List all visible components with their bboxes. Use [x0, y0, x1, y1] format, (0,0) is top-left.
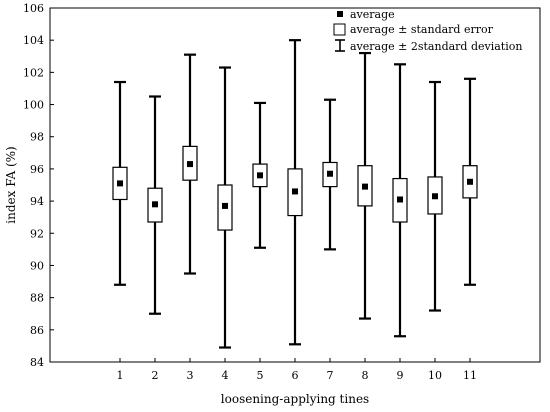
- mean-marker: [327, 170, 333, 177]
- x-tick-label: 4: [222, 369, 229, 382]
- mean-marker: [397, 196, 403, 203]
- y-tick-label: 98: [30, 131, 44, 144]
- box-group-3: [182, 53, 198, 275]
- legend-se-label: average ± standard error: [350, 23, 494, 36]
- legend-sd-label: average ± 2standard deviation: [350, 40, 522, 53]
- x-tick-label: 8: [362, 369, 369, 382]
- x-tick-label: 5: [257, 369, 264, 382]
- x-tick-label: 7: [327, 369, 334, 382]
- x-tick-label: 6: [292, 369, 299, 382]
- box-group-7: [322, 98, 338, 251]
- y-axis: 84 86 88 90 92 94 96 98 100 102 104 106: [23, 2, 54, 369]
- y-tick-label: 86: [30, 324, 44, 337]
- x-tick-label: 1: [117, 369, 124, 382]
- x-axis-label: loosening-applying tines: [221, 392, 369, 406]
- y-tick-label: 92: [30, 227, 44, 240]
- mean-marker: [117, 180, 123, 187]
- x-tick-label: 9: [397, 369, 404, 382]
- x-tick-label: 3: [187, 369, 194, 382]
- box-group-4: [217, 66, 233, 349]
- mean-marker: [187, 161, 193, 168]
- box-series: [112, 39, 478, 349]
- mean-marker: [467, 178, 473, 185]
- y-tick-label: 96: [30, 163, 44, 176]
- x-tick-label: 2: [152, 369, 159, 382]
- legend-mean-label: average: [350, 8, 395, 21]
- mean-marker: [257, 172, 263, 179]
- box-group-1: [112, 80, 128, 286]
- y-tick-label: 102: [23, 66, 44, 79]
- box-group-5: [252, 101, 268, 249]
- x-tick-label: 11: [463, 369, 477, 382]
- x-tick-label: 10: [428, 369, 442, 382]
- box-group-8: [357, 51, 373, 320]
- legend-se-box-marker: [333, 23, 346, 36]
- mean-marker: [362, 183, 368, 190]
- mean-marker: [432, 193, 438, 200]
- y-tick-label: 90: [30, 259, 44, 272]
- box-group-11: [462, 77, 478, 286]
- y-tick-label: 106: [23, 2, 44, 15]
- y-tick-label: 84: [30, 356, 44, 369]
- y-axis-label: index FA (%): [4, 146, 18, 223]
- box-group-9: [392, 63, 408, 338]
- x-axis: 1 2 3 4 5 6 7 8 9 10 11: [117, 358, 477, 382]
- y-tick-label: 88: [30, 292, 44, 305]
- mean-marker: [152, 201, 158, 208]
- legend-mean-marker: [337, 11, 343, 17]
- legend: average average ± standard error average…: [333, 8, 522, 53]
- mean-marker: [292, 188, 298, 195]
- mean-marker: [222, 202, 228, 209]
- y-tick-label: 100: [23, 99, 44, 112]
- box-group-2: [147, 95, 163, 315]
- y-tick-label: 94: [30, 195, 44, 208]
- y-tick-label: 104: [23, 34, 44, 47]
- legend-sd-whisker-marker: [335, 39, 345, 52]
- box-group-10: [427, 80, 443, 312]
- box-group-6: [287, 39, 303, 346]
